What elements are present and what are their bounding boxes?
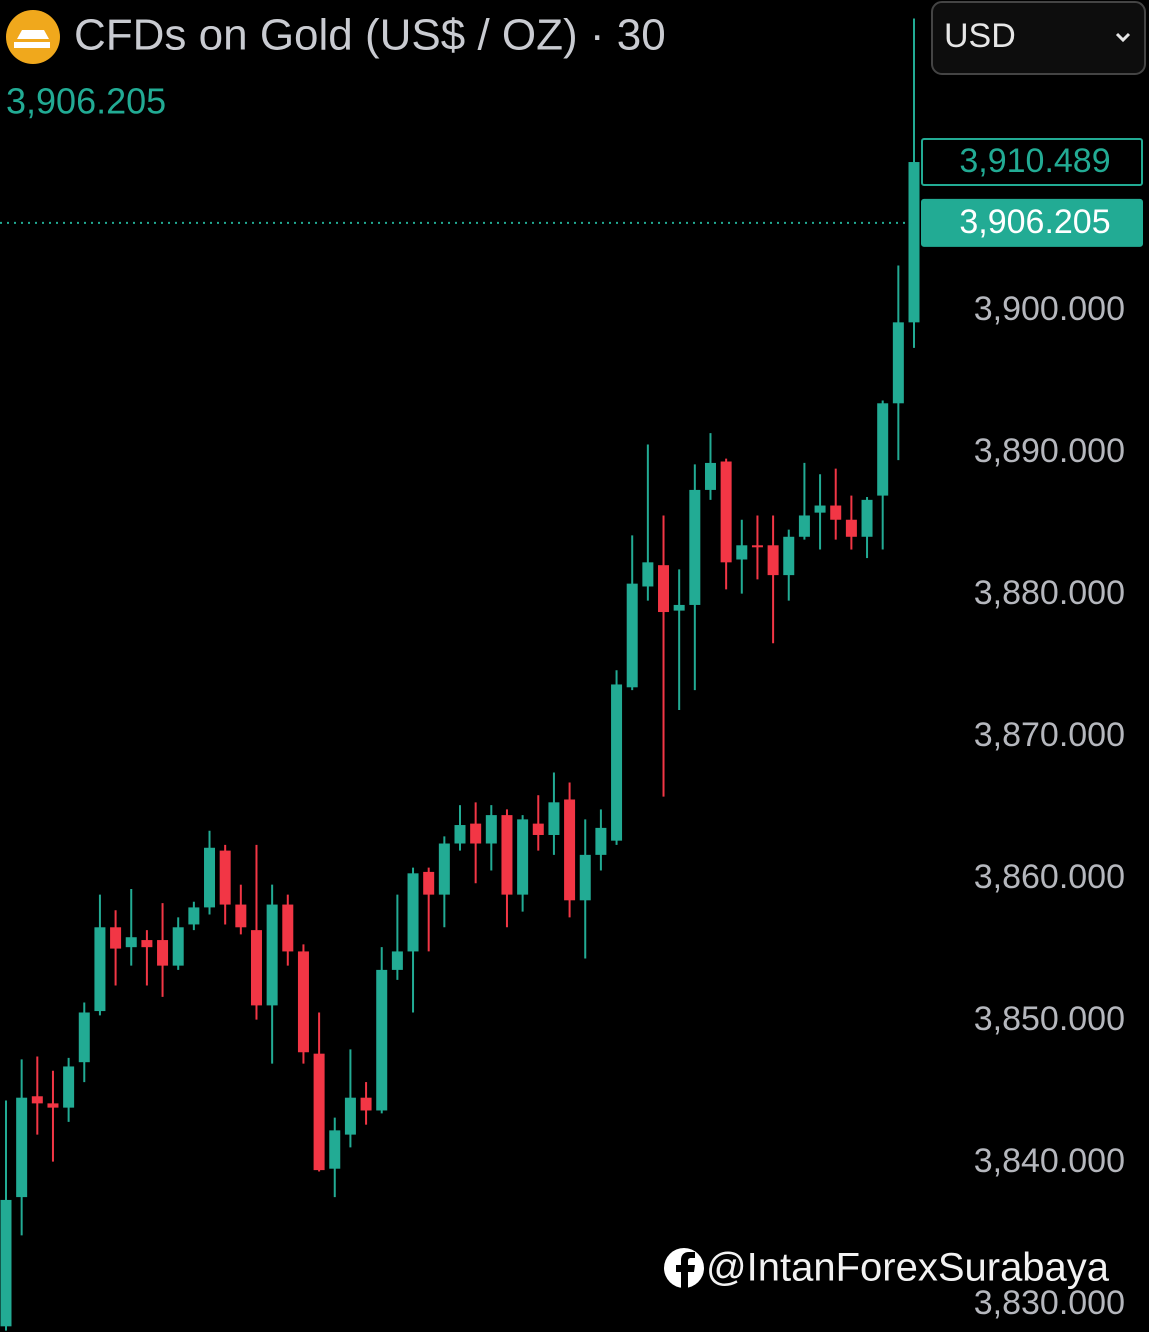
candle-body <box>423 871 435 895</box>
header-price: 3,906.205 <box>6 81 166 122</box>
candle-body <box>501 815 513 895</box>
candle-body <box>204 847 216 908</box>
candle-body <box>595 827 607 855</box>
candle-body <box>47 1103 59 1108</box>
currency-select[interactable]: USD <box>931 1 1146 75</box>
candle-body <box>454 825 466 844</box>
candle-body <box>689 489 701 605</box>
plot-area: 3,830.000 3,840.000 3,850.000 3,860.000 3,87… <box>0 18 1143 1331</box>
candle-body <box>360 1097 372 1111</box>
candle-body <box>783 536 795 576</box>
candle-body <box>751 545 763 548</box>
y-tick-label: 3,840.000 <box>974 1142 1125 1180</box>
candle-body <box>470 823 482 844</box>
price-marker-box <box>921 138 1143 187</box>
candle-body <box>798 515 810 537</box>
y-tick-label: 3,850.000 <box>974 1000 1125 1038</box>
candle-body <box>845 519 857 537</box>
candle-body <box>329 1130 341 1169</box>
candle-body <box>94 927 106 1012</box>
candle-body <box>704 462 716 490</box>
candle-body <box>63 1066 75 1108</box>
candle-body <box>673 604 685 611</box>
candle-body <box>517 819 529 895</box>
candle-body <box>16 1097 28 1198</box>
candle-body <box>344 1097 356 1135</box>
watermark: @IntanForexSurabaya <box>664 1246 1110 1290</box>
candle-body <box>892 322 904 404</box>
candle-body <box>235 904 247 928</box>
candle-body <box>642 562 654 587</box>
candle-body <box>110 927 122 949</box>
candle-body <box>188 907 200 925</box>
candle-body <box>485 815 497 844</box>
candle-body <box>611 684 623 841</box>
y-tick-label: 3,860.000 <box>974 858 1125 896</box>
y-tick-label: 3,830.000 <box>974 1284 1125 1322</box>
candle-body <box>219 850 231 905</box>
candle-body <box>736 545 748 560</box>
candle-body <box>548 802 560 835</box>
candle-body <box>297 951 309 1053</box>
candle-body <box>814 505 826 513</box>
candle-body <box>438 843 450 895</box>
symbol-icon <box>6 10 60 64</box>
candle-body <box>125 937 137 948</box>
candle-body <box>266 904 278 1006</box>
price-marker-label: 3,910.489 <box>959 142 1110 180</box>
candle-body <box>407 873 419 952</box>
candle-body <box>626 583 638 688</box>
candle-body <box>172 927 184 966</box>
candle-body <box>861 499 873 537</box>
candle-body <box>767 545 779 576</box>
candle-body <box>830 505 842 520</box>
candle-body <box>908 162 920 323</box>
candle-body <box>78 1012 90 1063</box>
candle-body <box>391 951 403 970</box>
y-tick-label: 3,880.000 <box>974 574 1125 612</box>
candle-body <box>250 930 262 1006</box>
currency-label[interactable]: USD <box>944 17 1016 55</box>
y-tick-label: 3,890.000 <box>974 432 1125 470</box>
y-tick-label: 3,870.000 <box>974 716 1125 754</box>
candle-body <box>0 1199 12 1327</box>
candle-body <box>564 799 576 901</box>
candle-body <box>282 904 294 952</box>
candle-body <box>720 461 732 563</box>
candle-body <box>141 940 153 948</box>
y-tick-label: 3,900.000 <box>974 290 1125 328</box>
candle-body <box>532 823 544 835</box>
candle-body <box>31 1096 43 1104</box>
candle-body <box>658 565 670 613</box>
price-marker-label: 3,906.205 <box>959 203 1110 241</box>
watermark-text: @IntanForexSurabaya <box>706 1246 1110 1290</box>
price-marker-box <box>921 198 1143 247</box>
candle-body <box>376 969 388 1111</box>
chart-title: CFDs on Gold (US$ / OZ) · 30 <box>74 11 666 60</box>
candle-body <box>579 854 591 901</box>
candle-body <box>157 940 169 966</box>
candle-body <box>877 403 889 496</box>
candle-body <box>313 1053 325 1171</box>
